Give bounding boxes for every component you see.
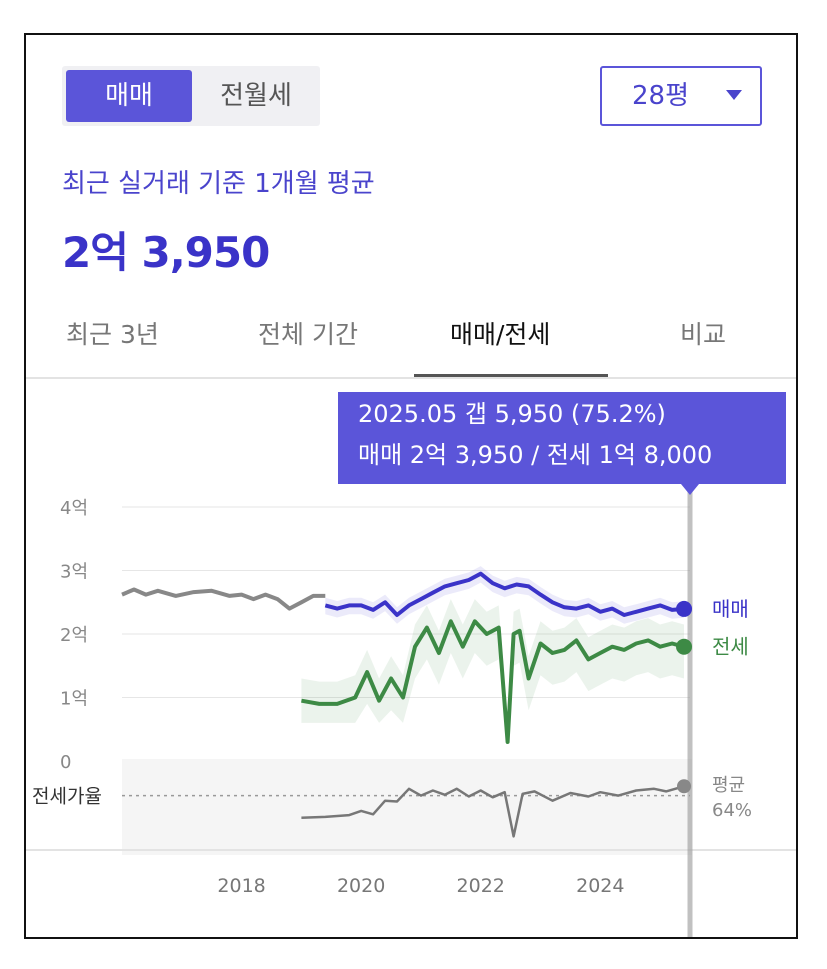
size-select[interactable]: 28평 <box>600 66 762 126</box>
tooltip-box <box>338 392 786 484</box>
tab-sale-jeonse[interactable]: 매매/전세 <box>450 320 551 349</box>
jeonse-range-band <box>301 599 684 723</box>
y-tick-label: 2억 <box>60 625 88 646</box>
y-tick-label: 4억 <box>60 498 88 519</box>
sale-series-line <box>324 571 685 617</box>
sale-history-line <box>121 587 326 611</box>
ratio-average-value: 64% <box>712 800 752 821</box>
summary-price: 2억 3,950 <box>62 228 270 277</box>
y-tick-label: 0 <box>60 752 71 773</box>
x-tick-label: 2022 <box>457 875 505 897</box>
series-label-jeonse: 전세 <box>712 635 749 659</box>
tab-divider <box>26 377 796 379</box>
x-tick-label: 2018 <box>217 875 265 897</box>
x-tick-label: 2024 <box>576 875 624 897</box>
ratio-average-label: 평균 <box>712 775 745 796</box>
jeonse-series-line <box>301 619 685 744</box>
ratio-band <box>122 759 692 855</box>
x-tick-label: 2020 <box>337 875 385 897</box>
toggle-sale[interactable]: 매매 <box>66 70 192 122</box>
tab-compare[interactable]: 비교 <box>680 320 727 349</box>
tooltip-pointer <box>681 484 699 495</box>
price-chart-card: 매매 전월세 28평 최근 실거래 기준 1개월 평균 2억 3,950 최근 … <box>24 33 798 939</box>
jeonse-end-dot <box>676 638 693 655</box>
tab-all-period[interactable]: 전체 기간 <box>258 320 358 349</box>
chevron-down-icon <box>726 90 742 100</box>
sale-end-dot <box>676 600 693 617</box>
summary-label: 최근 실거래 기준 1개월 평균 <box>62 169 375 199</box>
y-tick-label: 1억 <box>60 689 88 710</box>
size-select-value: 28평 <box>632 81 690 111</box>
series-label-sale: 매매 <box>712 597 749 621</box>
tooltip-line-1: 2025.05 갭 5,950 (75.2%) <box>358 400 666 428</box>
ratio-end-dot <box>677 779 692 794</box>
tab-recent-3y[interactable]: 최근 3년 <box>66 320 159 349</box>
ratio-axis-label: 전세가율 <box>32 786 102 808</box>
y-tick-label: 3억 <box>60 562 88 583</box>
tooltip-line-2: 매매 2억 3,950 / 전세 1억 8,000 <box>358 441 712 469</box>
ratio-series-line <box>301 785 685 838</box>
toggle-rent[interactable]: 전월세 <box>220 81 292 111</box>
tab-active-underline <box>414 374 608 377</box>
